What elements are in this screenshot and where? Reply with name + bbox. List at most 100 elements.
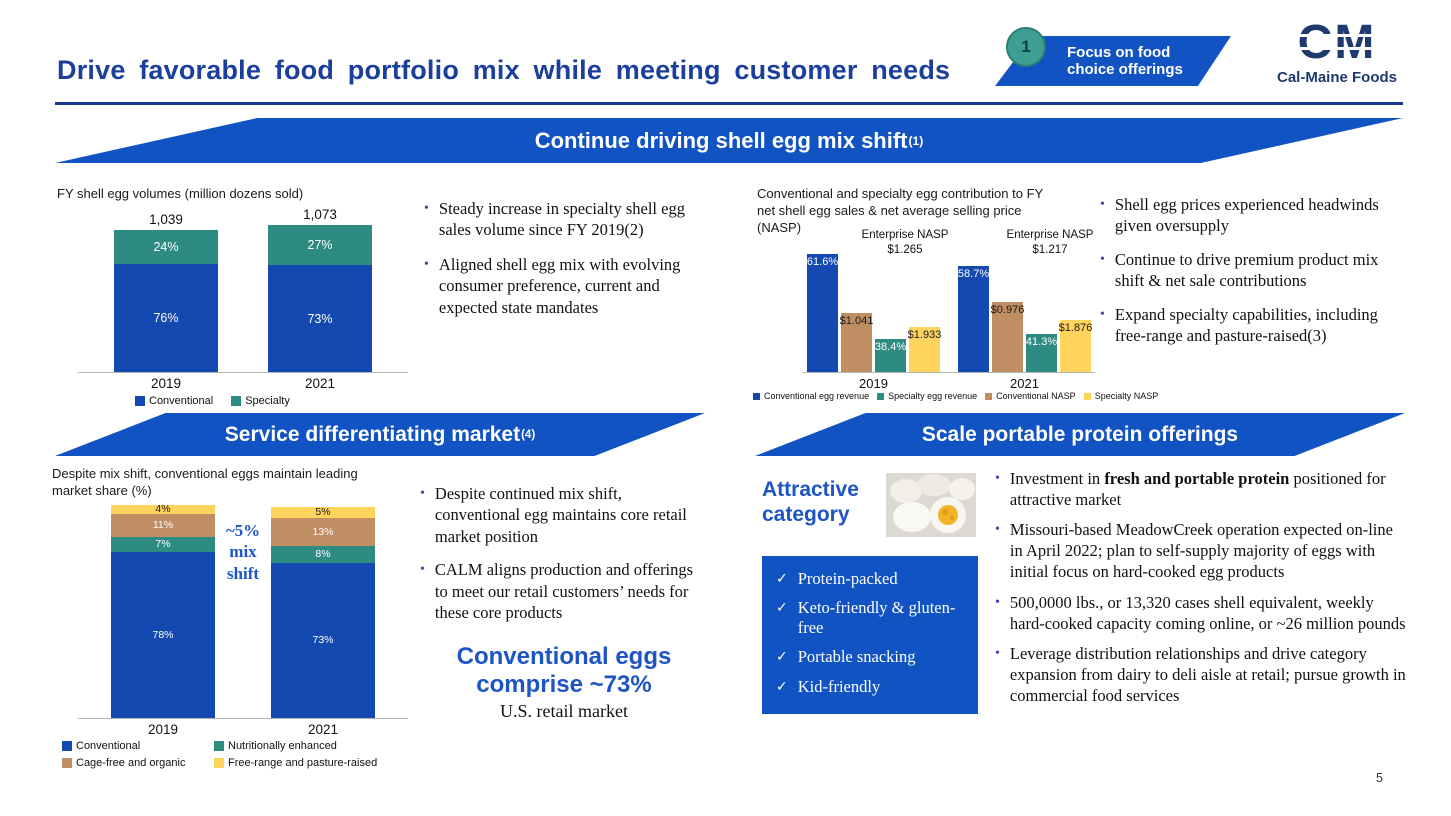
legend-label: Specialty <box>245 395 290 407</box>
logo-stripe <box>1274 47 1400 50</box>
bar-segment-free-range-and-pasture-raised: 5% <box>271 507 375 518</box>
checklist-item: ✓ Kid-friendly <box>776 676 881 696</box>
nasp-x-axis: 2019 2021 <box>803 376 1095 391</box>
protein-checklist: ✓ Protein-packed ✓ Keto-friendly & glute… <box>762 556 978 714</box>
legend-item: Conventional NASP <box>985 391 1076 401</box>
share-x-axis: 2019 2021 <box>78 722 408 737</box>
attractive-category-label: Attractive category <box>762 478 859 527</box>
axis-category: 2021 <box>304 376 336 391</box>
legend-swatch <box>214 741 224 751</box>
legend-item: Conventional egg revenue <box>753 391 869 401</box>
banner-service-differentiating: Service differentiating market (4) <box>55 413 705 456</box>
share-bar-2021: 5% 13% 8% 73% <box>271 507 375 718</box>
logo-name: Cal-Maine Foods <box>1276 69 1397 87</box>
logo-stripe <box>1274 34 1400 37</box>
bar-segment-conventional: 73% <box>268 265 372 372</box>
share-chart-title: Despite mix shift, conventional eggs mai… <box>52 466 358 498</box>
bar-total-label: 1,073 <box>303 207 337 222</box>
service-bullets: • Despite continued mix shift, conventio… <box>420 483 710 624</box>
legend-item: Specialty egg revenue <box>877 391 977 401</box>
focus-badge-number: 1 <box>1006 27 1046 67</box>
focus-badge-label: Focus on food choice offerings <box>1067 43 1183 78</box>
bullet-item: • Investment in fresh and portable prote… <box>995 469 1386 510</box>
bullet-item: • 500,0000 lbs., or 13,320 cases shell e… <box>995 592 1406 633</box>
check-icon: ✓ <box>776 649 788 666</box>
check-icon: ✓ <box>776 571 788 587</box>
bar-segment-cage-free-and-organic: 11% <box>111 514 215 537</box>
volumes-x-axis: 2019 2021 <box>78 376 408 391</box>
share-bar-2019: 4% 11% 7% 78% <box>111 504 215 718</box>
eggs-photo <box>886 473 976 537</box>
legend-label: Conventional <box>76 740 141 752</box>
bar-segment-conventional: 78% <box>111 552 215 718</box>
bullet-icon: • <box>1100 197 1105 212</box>
nasp-chart-title: Conventional and specialty egg contribut… <box>757 186 1043 235</box>
bullet-icon: • <box>1100 306 1105 322</box>
bar-segment-conventional: 73% <box>271 563 375 718</box>
legend-label: Conventional NASP <box>996 391 1076 401</box>
legend-label: Cage-free and organic <box>76 757 186 769</box>
bullet-item: • Leverage distribution relationships an… <box>995 643 1406 705</box>
bullet-item: • CALM aligns production and offerings t… <box>420 560 694 623</box>
bullet-icon: • <box>424 201 429 216</box>
legend-label: Nutritionally enhanced <box>228 740 337 752</box>
enterprise-nasp-2021: Enterprise NASP $1.217 <box>1006 229 1094 256</box>
bar-specialty-egg-revenue: 38.4% <box>875 339 906 372</box>
bullet-icon: • <box>424 256 429 272</box>
bar-specialty-nasp: $1.933 <box>908 327 941 372</box>
eggs-photo-graphic <box>886 473 976 537</box>
bar-specialty-egg-revenue: 41.3% <box>1026 334 1057 372</box>
page-title: Drive favorable food portfolio mix while… <box>57 55 951 85</box>
nasp-group-2021: 58.7% $0.976 41.3% $1.876 <box>958 266 1092 372</box>
bullet-icon: • <box>1100 251 1105 267</box>
legend-item: Cage-free and organic <box>62 757 214 769</box>
legend-item: Free-range and pasture-raised <box>214 757 424 769</box>
check-icon: ✓ <box>776 600 788 617</box>
bullet-icon: • <box>995 645 1000 661</box>
legend-swatch <box>985 392 993 400</box>
nasp-legend: Conventional egg revenue Specialty egg re… <box>753 391 1183 401</box>
bar-segment-specialty: 24% <box>114 230 218 264</box>
legend-item: Conventional <box>62 740 214 752</box>
banner-shell-egg-mix-shift: Continue driving shell egg mix shift (1) <box>55 118 1403 163</box>
mix-shift-annotation: ~5% mix shift <box>225 521 261 583</box>
checklist-item: ✓ Keto-friendly & gluten-free <box>776 598 956 638</box>
legend-item: Specialty <box>231 395 290 407</box>
bar-segment-nutritionally-enhanced: 7% <box>111 537 215 552</box>
legend-swatch <box>62 758 72 768</box>
legend-label: Free-range and pasture-raised <box>228 757 378 769</box>
highlight-sub-text: U.S. retail market <box>500 701 628 722</box>
egg-mix-bullets: • Steady increase in specialty shell egg… <box>424 198 704 318</box>
legend-label: Conventional egg revenue <box>764 391 870 401</box>
footnote-marker: (4) <box>521 428 536 441</box>
axis-category: 2019 <box>150 376 182 391</box>
bar-segment-nutritionally-enhanced: 8% <box>271 546 375 563</box>
axis-category: 2021 <box>1010 376 1039 391</box>
volumes-chart: 1,039 24% 76% 1,073 27% 73% <box>78 202 408 373</box>
legend-swatch <box>214 758 224 768</box>
highlight-main-text: Conventional eggs comprise ~73% <box>456 643 672 698</box>
bar-conventional-egg-revenue: 61.6% <box>807 254 838 372</box>
nasp-group-2019: 61.6% $1.041 38.4% $1.933 <box>807 254 941 372</box>
legend-label: Conventional <box>149 395 214 407</box>
legend-swatch <box>231 396 242 406</box>
bar-segment-specialty: 27% <box>268 225 372 265</box>
market-share-chart: 4% 11% 7% 78% 5% 13% 8% 73% <box>78 503 408 719</box>
check-icon: ✓ <box>776 678 788 695</box>
footnote-marker: (1) <box>908 133 924 148</box>
bullet-item: • Shell egg prices experienced headwinds… <box>1100 195 1379 236</box>
legend-label: Specialty NASP <box>1094 391 1159 401</box>
checklist-item: ✓ Portable snacking <box>776 647 916 667</box>
legend-item: Specialty NASP <box>1083 391 1159 401</box>
bar-conventional-egg-revenue: 58.7% <box>958 266 989 372</box>
enterprise-nasp-2019: Enterprise NASP $1.265 <box>861 229 949 256</box>
nasp-chart: 61.6% $1.041 38.4% $1.933 58.7% $0.976 41.3% $1… <box>803 245 1095 373</box>
bullet-icon: • <box>995 471 1000 486</box>
nasp-bullets: • Shell egg prices experienced headwinds… <box>1100 194 1406 347</box>
bullet-item: • Despite continued mix shift, conventio… <box>420 484 687 546</box>
logo-mark: CM <box>1268 17 1406 68</box>
volume-bar-2019: 1,039 24% 76% <box>114 212 218 372</box>
legend-swatch <box>62 741 72 751</box>
bullet-icon: • <box>420 562 425 578</box>
